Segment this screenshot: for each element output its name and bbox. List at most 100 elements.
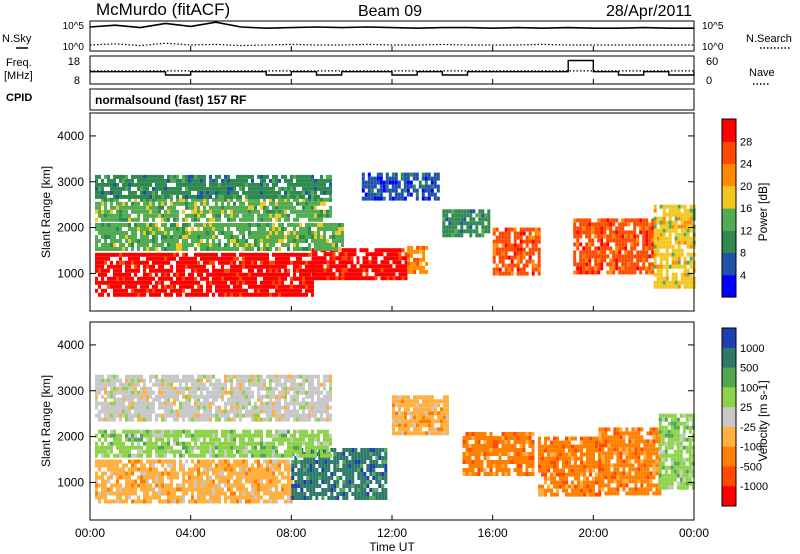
velocity-colorbar-segment-8 [722, 486, 736, 507]
power-colorbar-tick-5: 24 [740, 159, 752, 171]
xtick-label-3: 12:00 [377, 526, 407, 540]
velocity-band-6 [462, 432, 535, 476]
velocity-colorbar-tick-2: 100 [740, 382, 758, 394]
beam-title: Beam 09 [358, 3, 422, 20]
power-colorbar-segment-3 [722, 208, 736, 231]
velocity-colorbar-segment-5 [722, 426, 736, 448]
power-band-7 [442, 209, 491, 238]
velocity-band-9 [658, 413, 695, 490]
velocity-colorbar-segment-0 [722, 328, 736, 349]
power-band-8 [492, 227, 541, 276]
station-title: McMurdo (fitACF) [96, 0, 230, 19]
velocity-colorbar-tick-6: -500 [740, 461, 762, 473]
power-band-10 [653, 204, 696, 289]
power-band-2 [407, 245, 429, 274]
power-band-0 [95, 252, 314, 297]
power-colorbar-label: Power [dB] [756, 183, 770, 242]
velocity-ytick-label-1000: 1000 [57, 475, 84, 489]
nsky-series-line [89, 21, 694, 30]
velocity-ytick-label-3000: 3000 [57, 384, 84, 398]
noise-panel: N.Sky 10^5 10^0 10^5 10^0 N.Search [2, 20, 792, 53]
power-colorbar-tick-2: 12 [740, 225, 752, 237]
velocity-band-4 [95, 374, 332, 399]
cpid-frame [89, 88, 695, 111]
velocity-band-1 [291, 448, 388, 500]
xtick-label-5: 20:00 [578, 526, 608, 540]
power-colorbar-tick-6: 28 [740, 136, 752, 148]
velocity-colorbar-frame [721, 327, 737, 507]
velocity-ytick-label-2000: 2000 [57, 430, 84, 444]
power-colorbar-segment-4 [722, 185, 736, 209]
power-band-9 [573, 218, 655, 275]
power-colorbar-tick-0: 4 [740, 270, 746, 282]
power-colorbar-segment-6 [722, 141, 736, 165]
power-band-4 [95, 197, 332, 222]
velocity-colorbar-tick-4: -25 [740, 422, 756, 434]
velocity-band-0 [95, 459, 293, 504]
velocity-colorbar-segment-6 [722, 446, 736, 467]
velocity-ytick-label-4000: 4000 [57, 338, 84, 352]
power-colorbar-segment-7 [722, 119, 736, 142]
power-ytick-label-1000: 1000 [57, 266, 84, 280]
freq-unit-label: [MHz] [4, 70, 33, 82]
noise-left-tick-top: 10^5 [63, 21, 85, 32]
power-colorbar-tick-4: 20 [740, 181, 752, 193]
velocity-xlabel: Time UT [369, 540, 415, 554]
cpid-text: normalsound (fast) 157 RF [95, 93, 246, 107]
velocity-colorbar-tick-1: 500 [740, 363, 758, 375]
xtick-label-2: 08:00 [276, 526, 306, 540]
freq-tick-bottom: 8 [74, 75, 80, 87]
velocity-colorbar-label: Velocity [m s-1] [756, 380, 770, 461]
noise-right-tick-bottom: 10^0 [702, 42, 724, 53]
power-colorbar-segment-0 [722, 274, 736, 298]
velocity-colorbar-segment-7 [722, 466, 736, 487]
xtick-label-0: 00:00 [75, 526, 105, 540]
velocity-band-7 [538, 436, 601, 497]
xtick-label-1: 04:00 [176, 526, 206, 540]
power-ylabel: Slant Range [km] [39, 166, 53, 258]
power-colorbar-tick-3: 16 [740, 203, 752, 215]
velocity-colorbar-tick-0: 1000 [740, 343, 764, 355]
power-band-6 [361, 172, 440, 201]
xtick-label-4: 16:00 [478, 526, 508, 540]
freq-tick-top: 18 [68, 56, 80, 68]
xtick-label-6: 00:00 [679, 526, 709, 540]
date-title: 28/Apr/2011 [606, 3, 692, 20]
power-colorbar-segment-2 [722, 230, 736, 254]
velocity-band-5 [392, 395, 449, 436]
nsearch-series-line [89, 42, 694, 47]
nave-label: Nave [749, 67, 775, 79]
power-panel: 1000 2000 3000 4000 Slant Range [km] 4 8 12 16… [39, 112, 770, 312]
velocity-colorbar-segment-4 [722, 407, 736, 428]
power-colorbar-tick-1: 8 [740, 248, 746, 260]
velocity-colorbar-segment-3 [722, 387, 736, 408]
power-colorbar-segment-1 [722, 252, 736, 276]
velocity-colorbar-segment-2 [722, 367, 736, 388]
power-ytick-label-3000: 3000 [57, 175, 84, 189]
cpid-label: CPID [6, 92, 32, 104]
velocity-ylabel: Slant Range [km] [39, 375, 53, 467]
velocity-band-8 [598, 427, 662, 496]
power-band-3 [95, 223, 344, 251]
noise-right-tick-top: 10^5 [702, 21, 724, 32]
nsky-label: N.Sky [2, 33, 32, 45]
velocity-colorbar-segment-1 [722, 347, 736, 369]
nave-tick-bottom: 0 [706, 75, 712, 87]
power-colorbar-segment-5 [722, 163, 736, 187]
noise-left-tick-bottom: 10^0 [63, 42, 85, 53]
power-colorbar-frame [721, 118, 737, 298]
power-band-5 [95, 174, 332, 199]
nave-tick-top: 60 [706, 56, 718, 68]
power-band-1 [311, 248, 408, 281]
velocity-colorbar-tick-3: 25 [740, 402, 752, 414]
power-ytick-label-2000: 2000 [57, 221, 84, 235]
velocity-band-2 [95, 429, 332, 458]
power-ytick-label-4000: 4000 [57, 129, 84, 143]
velocity-band-3 [95, 397, 332, 422]
nsearch-label: N.Search [746, 33, 792, 45]
frequency-panel: Freq. [MHz] 18 8 60 0 Nave [4, 55, 775, 87]
velocity-colorbar-tick-5: -100 [740, 442, 762, 454]
velocity-colorbar-tick-7: -1000 [740, 481, 768, 493]
